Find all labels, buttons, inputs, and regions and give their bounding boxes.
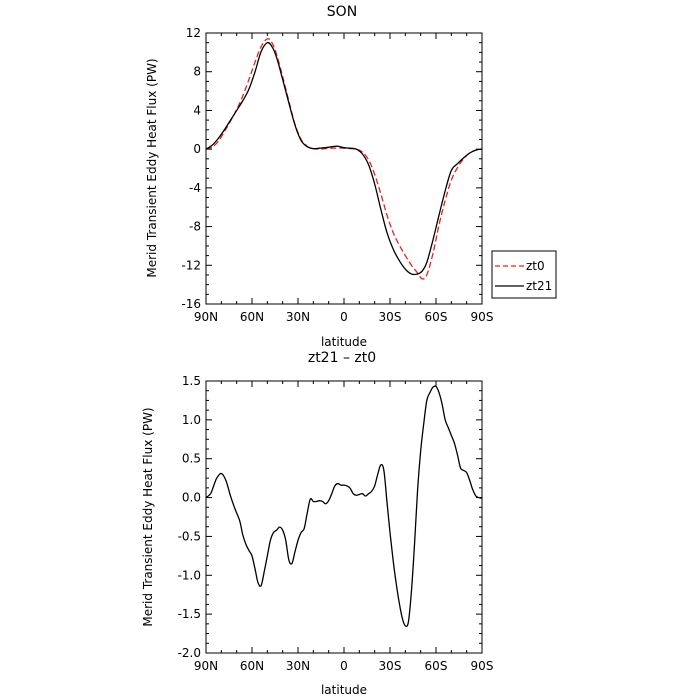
legend: zt0 zt21 xyxy=(491,250,557,299)
y-tick-label: -8 xyxy=(189,220,201,234)
x-tick-label: 90S xyxy=(471,659,494,673)
y-tick-label: -1.0 xyxy=(178,568,201,582)
legend-label-zt0: zt0 xyxy=(526,259,545,273)
y-axis-label-top: Merid Transient Eddy Heat Flux (PW) xyxy=(145,58,159,277)
x-tick-label: 30S xyxy=(379,310,402,324)
series-group-bottom xyxy=(205,385,483,628)
y-tick-label: -0.5 xyxy=(178,529,201,543)
x-tick-label: 90N xyxy=(194,310,218,324)
legend-box xyxy=(491,250,557,299)
x-tick-label: 60N xyxy=(240,659,264,673)
x-axis-label-top: latitude xyxy=(321,335,367,349)
series-line-top-zt0 xyxy=(205,38,483,280)
y-tick-label: 12 xyxy=(186,26,201,40)
y-tick-label: -12 xyxy=(181,258,201,272)
x-tick-label: 60S xyxy=(425,310,448,324)
y-tick-label: -1.5 xyxy=(178,607,201,621)
y-tick-label: -4 xyxy=(189,181,201,195)
y-tick-label: 8 xyxy=(193,65,201,79)
series-line-bottom-series-0 xyxy=(205,385,483,628)
x-tick-label: 30N xyxy=(286,310,310,324)
y-axis-ticks-bottom: 1.5 1.0 0.5 0.0 -0.5 -1.0 -1.5 -2.0 xyxy=(178,374,482,660)
x-tick-label: 60S xyxy=(425,659,448,673)
x-tick-label: 60N xyxy=(240,310,264,324)
y-tick-label: 0.5 xyxy=(182,452,201,466)
series-group-top xyxy=(205,38,483,280)
y-tick-label: -2.0 xyxy=(178,646,201,660)
y-tick-label: -16 xyxy=(181,297,201,311)
legend-label-zt21: zt21 xyxy=(526,279,552,293)
y-tick-label: 4 xyxy=(193,103,201,117)
chart-title-bottom: zt21 – zt0 xyxy=(308,350,376,366)
x-axis-label-bottom: latitude xyxy=(321,683,367,697)
chart-title-top: SON xyxy=(327,4,357,20)
x-axis-ticks-bottom: 90N 60N 30N 0 30S 60S 90S xyxy=(194,381,494,673)
y-tick-label: 1.5 xyxy=(182,374,201,388)
series-line-top-zt21 xyxy=(205,41,483,276)
y-tick-label: 1.0 xyxy=(182,413,201,427)
x-tick-label: 0 xyxy=(340,310,348,324)
plot-frame-top xyxy=(205,32,483,305)
x-tick-label: 0 xyxy=(340,659,348,673)
x-axis-ticks-top: 90N 60N 30N 0 30S 60S 90S xyxy=(194,33,494,324)
y-tick-label: 0 xyxy=(193,142,201,156)
x-tick-label: 90S xyxy=(471,310,494,324)
x-tick-label: 30S xyxy=(379,659,402,673)
y-axis-ticks-top: 12 8 4 0 -4 -8 -12 -16 xyxy=(181,26,482,311)
x-tick-label: 90N xyxy=(194,659,218,673)
y-axis-label-bottom: Merid Transient Eddy Heat Flux (PW) xyxy=(141,407,155,626)
plot-frame-bottom xyxy=(205,380,483,654)
panel-difference: zt21 – zt0 1.51.00.50.0-0.5-1.0-1.5-2.0 … xyxy=(141,350,493,697)
x-tick-label: 30N xyxy=(286,659,310,673)
y-tick-label: 0.0 xyxy=(182,491,201,505)
